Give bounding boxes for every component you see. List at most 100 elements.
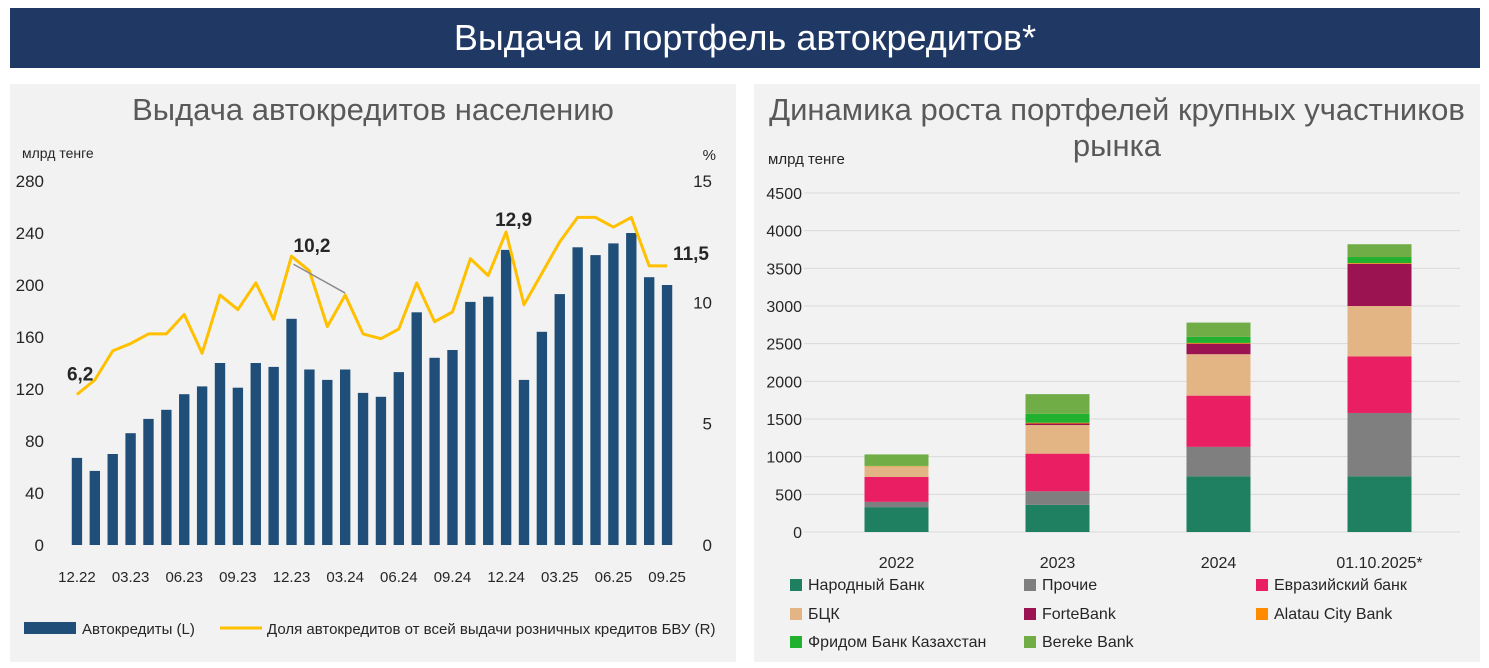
x-tick-label: 09.23 (219, 569, 257, 586)
y-tick-label-left: 40 (25, 484, 44, 503)
legend-swatch (1024, 608, 1036, 620)
legend-label: Прочие (1042, 577, 1097, 594)
bar-auto-loans (590, 255, 601, 545)
bar-segment (1347, 263, 1412, 264)
bar-auto-loans (608, 243, 619, 545)
bar-auto-loans (357, 392, 369, 545)
bar-auto-loans (447, 350, 458, 545)
legend-swatch (790, 579, 802, 591)
legend-swatch (1256, 579, 1268, 591)
data-label: 10,2 (294, 236, 331, 257)
y-tick-label-right: 10 (693, 293, 712, 312)
bar-segment (1347, 244, 1412, 258)
bar-segment (1347, 263, 1412, 306)
bar-auto-loans (465, 301, 476, 545)
portfolio-chart: млрд тенге 0 500 1000 1500 2000 2500 3000 3500 40… (766, 151, 1460, 651)
bar-auto-loans (393, 372, 405, 545)
bar-auto-loans (572, 247, 583, 546)
y-tick-label: 0 (793, 525, 802, 542)
bar-segment (1347, 412, 1412, 477)
legend-swatch (790, 636, 802, 648)
data-label: 6,2 (67, 365, 93, 386)
legend-label: ForteBank (1042, 606, 1117, 623)
bar-auto-loans (304, 369, 315, 545)
bar-segment (1025, 425, 1090, 454)
y-tick-label-left: 120 (16, 380, 44, 399)
legend-swatch (790, 608, 802, 620)
legend-swatch-bar (24, 622, 76, 634)
page-title: Выдача и портфель автокредитов* (10, 8, 1480, 68)
bar-segment (1025, 491, 1090, 505)
bar-segment (1186, 336, 1251, 343)
bar-auto-loans (626, 233, 637, 545)
bar-auto-loans (554, 294, 565, 545)
x-tick-label: 01.10.2025* (1336, 555, 1422, 572)
bar-auto-loans (500, 249, 512, 545)
bar-segment (1347, 476, 1412, 532)
bar-auto-loans (518, 379, 530, 545)
y-tick-label-left: 200 (16, 276, 44, 295)
legend-label: Автокредиты (L) (82, 621, 195, 638)
bar-auto-loans (643, 277, 655, 545)
legend-swatch (1024, 636, 1036, 648)
bar-auto-loans (143, 418, 154, 545)
y-tick-label: 3000 (766, 299, 802, 316)
bar-segment (1347, 356, 1412, 413)
legend-label: БЦК (808, 606, 840, 623)
y-tick-label-right: 5 (703, 415, 712, 434)
bar-segment (1347, 257, 1412, 264)
legend-label: Alatau City Bank (1274, 606, 1393, 623)
bar-auto-loans (661, 285, 673, 545)
y-axis-label-left: млрд тенге (22, 145, 94, 161)
x-tick-label: 03.24 (326, 569, 364, 586)
bar-auto-loans (483, 296, 494, 545)
y-tick-label: 2000 (766, 374, 802, 391)
bar-auto-loans (179, 394, 190, 545)
x-tick-label: 2023 (1040, 555, 1076, 572)
chart-panel-auto-loans: Выдача автокредитов населению млрд тенге… (10, 84, 736, 662)
bar-auto-loans (411, 312, 422, 545)
bar-auto-loans (214, 363, 226, 545)
x-tick-label: 06.24 (380, 569, 418, 586)
chart-title: Динамика роста портфелей крупных участни… (769, 92, 1465, 163)
bar-segment (1186, 343, 1251, 355)
bar-auto-loans (429, 357, 440, 545)
x-tick-label: 12.22 (58, 569, 96, 586)
y-axis-label-right: % (703, 147, 716, 164)
x-tick-label: 2024 (1201, 555, 1237, 572)
x-tick-label: 2022 (879, 555, 915, 572)
bar-auto-loans (196, 386, 208, 545)
bar-segment (864, 477, 929, 502)
x-tick-label: 03.25 (541, 569, 579, 586)
bar-segment (1347, 306, 1412, 357)
bar-segment (864, 454, 929, 466)
bar-auto-loans (250, 363, 261, 545)
bar-auto-loans (339, 369, 351, 545)
bar-auto-loans (89, 470, 101, 545)
data-label: 11,5 (673, 244, 709, 265)
y-tick-label: 1500 (766, 412, 802, 429)
bar-segment (1186, 322, 1251, 337)
chart-title: Выдача автокредитов населению (132, 92, 614, 127)
bar-auto-loans (107, 454, 118, 545)
legend-label: Фридом Банк Казахстан (808, 634, 986, 651)
x-tick-label: 09.25 (648, 569, 686, 586)
x-tick-label: 12.23 (273, 569, 311, 586)
legend-label: Народный Банк (808, 577, 925, 594)
y-tick-label: 3500 (766, 261, 802, 278)
bar-segment (864, 507, 929, 532)
bar-auto-loans (536, 331, 548, 545)
y-tick-label: 4500 (766, 186, 802, 203)
y-tick-label: 2500 (766, 337, 802, 354)
bar-segment (864, 466, 929, 478)
bar-segment (1186, 476, 1251, 532)
bar-auto-loans (375, 396, 387, 545)
y-tick-label-right: 0 (703, 536, 712, 555)
bar-segment (1025, 413, 1090, 423)
bar-auto-loans (268, 366, 279, 545)
data-label: 12,9 (495, 210, 532, 231)
bar-segment (1186, 342, 1251, 344)
bar-auto-loans (71, 457, 83, 545)
y-tick-label-left: 280 (16, 172, 44, 191)
auto-loans-chart: млрд тенге % 0 40 80 120 160 200 240 280 0 5 10 15 12.… (16, 145, 716, 638)
